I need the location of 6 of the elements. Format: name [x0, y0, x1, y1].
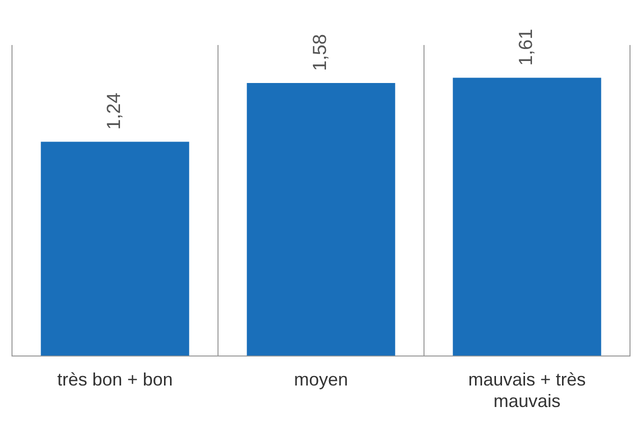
data-label: 1,61: [516, 28, 538, 66]
data-label: 1,24: [104, 92, 126, 130]
x-tick-label: mauvais + très mauvais: [468, 370, 586, 412]
data-label: 1,58: [310, 34, 332, 71]
x-tick-label: moyen: [294, 370, 348, 390]
x-tick-label: très bon + bon: [57, 370, 173, 390]
